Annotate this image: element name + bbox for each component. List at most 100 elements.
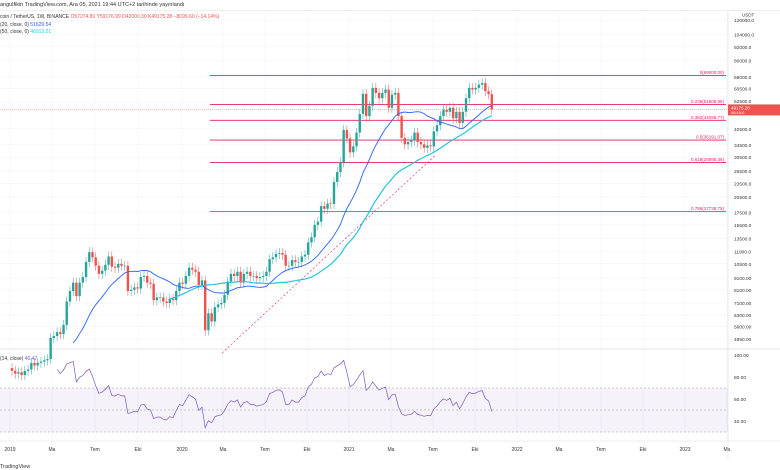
time-tick-label: Eki <box>135 447 142 453</box>
candle-body <box>410 140 413 142</box>
price-tick-label: 92000.0 <box>734 45 752 51</box>
candle-body <box>84 261 88 278</box>
candle-body <box>216 304 220 308</box>
ma50-value: 46913.01 <box>30 29 52 35</box>
price-tick-label: 34500.0 <box>734 143 752 149</box>
candle-body <box>365 93 368 117</box>
candle-body <box>451 107 455 119</box>
rsi-label[interactable]: (14, close) <box>0 356 24 362</box>
time-tick-label: Tem <box>596 447 605 453</box>
rsi-tick-label: 80.00 <box>734 375 746 381</box>
rsi-tick-label: 40.00 <box>734 419 746 425</box>
time-tick-label: 2023 <box>679 447 690 453</box>
candle-body <box>191 267 194 270</box>
price-tick-label: 8100.00 <box>734 288 752 294</box>
candle-body <box>439 116 442 126</box>
candle-body <box>471 87 474 90</box>
candle-body <box>448 107 452 112</box>
candle-body <box>310 237 313 243</box>
candle-body <box>39 361 43 363</box>
candle-body <box>239 271 242 283</box>
candle-body <box>297 261 300 263</box>
ma20-label[interactable]: (20, close, 0) <box>0 21 29 28</box>
candle-body <box>245 271 249 274</box>
fib-level-label: 0(69000.00) <box>700 70 725 75</box>
candle-body <box>181 282 184 284</box>
candle-body <box>345 130 349 139</box>
candle-body <box>464 98 468 112</box>
time-tick-label: 2020 <box>176 447 187 453</box>
candle-body <box>117 263 120 268</box>
candle-body <box>487 91 490 95</box>
time-tick-label: Eki <box>472 447 479 453</box>
candle-body <box>146 275 149 283</box>
candle-body <box>290 260 294 266</box>
candle-body <box>68 291 72 302</box>
candle-body <box>442 109 445 117</box>
symbol-label[interactable]: coin / TetherUS, 1W, BINANCE <box>0 14 70 20</box>
price-chart[interactable]: 2019 Ma Tem Eki 2020 Ma Tem Eki 2021 Ma Tem Eki 2022… <box>0 11 780 459</box>
price-tick-label: 10500.0 <box>734 262 752 268</box>
rsi-legend: (14, close) 46.47 <box>0 356 37 362</box>
candle-body <box>194 269 197 272</box>
candle-body <box>358 113 361 133</box>
candle-body <box>300 256 303 262</box>
candle-body <box>348 138 352 153</box>
candle-body <box>249 271 252 276</box>
candle-body <box>152 283 155 301</box>
candle-body <box>210 313 213 322</box>
candle-body <box>381 92 384 99</box>
candle-body <box>49 338 52 360</box>
candle-body <box>287 265 291 267</box>
candle-body <box>429 145 432 147</box>
time-tick-label: Tem <box>260 447 269 453</box>
candle-body <box>123 265 126 267</box>
candle-body <box>204 280 207 331</box>
rsi-value: 46.47 <box>24 356 38 362</box>
candle-body <box>62 324 65 335</box>
candle-body <box>313 224 316 238</box>
candle-body <box>371 87 374 106</box>
price-tick-label: 40500.0 <box>734 127 752 133</box>
fib-level-label: 0.618(28895.36) <box>691 157 725 162</box>
candle-body <box>59 332 62 335</box>
candle-body <box>419 141 423 145</box>
price-tick-label: 7100.00 <box>734 301 752 307</box>
candle-body <box>65 301 68 325</box>
candle-body <box>355 132 358 147</box>
candle-body <box>252 275 255 277</box>
candle-body <box>265 271 268 276</box>
candle-body <box>81 277 85 283</box>
price-tick-label: 11900.0 <box>734 249 751 255</box>
price-tick-label: 17500.0 <box>734 211 752 217</box>
candle-body <box>393 92 397 95</box>
price-tick-label: 30500.0 <box>734 155 752 161</box>
candle-body <box>332 181 336 204</box>
candle-body <box>352 146 355 153</box>
publish-info: angulfikin TradingView.com, Ara 05, 2021… <box>0 0 780 11</box>
axis-currency: USDT <box>742 13 755 18</box>
candle-body <box>17 372 20 374</box>
time-tick-label: Ma <box>49 447 56 453</box>
candle-body <box>258 277 262 279</box>
candle-body <box>484 83 487 92</box>
fib-level-label: 0.786(17738.75) <box>691 206 725 211</box>
candle-body <box>43 360 46 362</box>
time-tick-label: Ma <box>556 447 563 453</box>
candle-body <box>10 368 14 371</box>
ma50-label[interactable]: (50, close, 0) <box>0 29 29 35</box>
time-tick-label: Tem <box>428 447 437 453</box>
candle-body <box>220 302 223 305</box>
candle-body <box>120 263 123 266</box>
candle-body <box>23 370 27 376</box>
candle-body <box>55 332 59 337</box>
candle-body <box>426 145 429 148</box>
price-tick-label: 68000.0 <box>734 75 752 81</box>
candle-body <box>226 281 229 295</box>
candle-body <box>268 259 271 272</box>
candle-body <box>326 203 329 209</box>
fib-level-label: 0.382(44086.77) <box>691 115 725 120</box>
candle-body <box>75 282 78 297</box>
price-tick-label: 26500.0 <box>734 169 752 175</box>
time-tick-label: Tem <box>90 447 99 453</box>
